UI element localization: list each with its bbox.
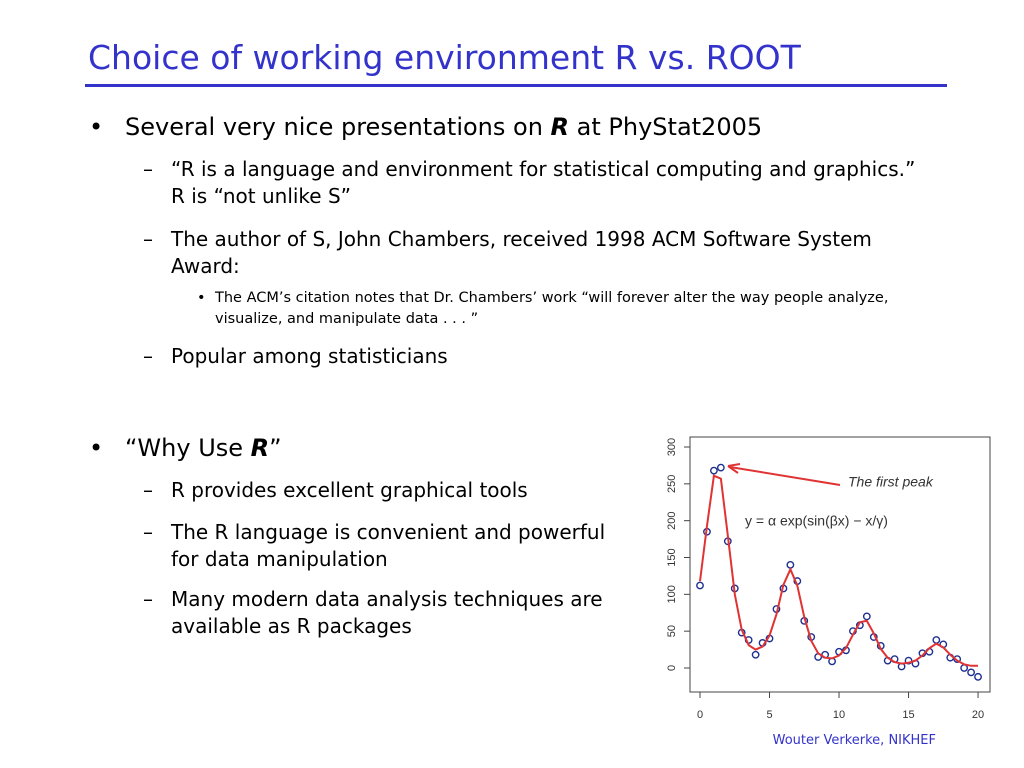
y-tick-label: 300: [666, 438, 678, 456]
x-tick-label: 10: [833, 709, 845, 721]
text-run: R provides excellent graphical tools: [171, 478, 528, 502]
bullet-item: The R language is convenient and powerfu…: [143, 519, 621, 573]
y-tick-label: 200: [666, 511, 678, 529]
bullet-item: Popular among statisticians: [143, 343, 931, 370]
y-tick-label: 100: [666, 585, 678, 603]
emphasis: R: [550, 113, 570, 141]
data-point: [751, 650, 760, 659]
text-run: Popular among statisticians: [171, 344, 448, 368]
text-run: “R is a language and environment for sta…: [171, 157, 916, 208]
fit-curve: [699, 474, 978, 667]
data-point: [967, 668, 975, 677]
slide-title: Choice of working environment R vs. ROOT: [88, 38, 801, 77]
bullet-item: R provides excellent graphical tools: [143, 477, 621, 504]
data-point: [932, 636, 941, 644]
text-run: The ACM’s citation notes that Dr. Chambe…: [215, 290, 889, 327]
text-run: at PhyStat2005: [569, 113, 763, 141]
text-run: “Why Use: [125, 434, 251, 462]
arrow-head: [727, 463, 741, 474]
text-run: The R language is convenient and powerfu…: [171, 520, 606, 571]
x-tick-label: 20: [972, 709, 984, 721]
y-tick-label: 50: [666, 625, 678, 637]
bullet-item: “R is a language and environment for sta…: [143, 156, 931, 210]
annotation: The first peak: [848, 474, 934, 490]
formula: y = α exp(sin(βx) − x/γ): [745, 513, 888, 529]
x-tick-label: 15: [902, 709, 914, 721]
text-run: ”: [269, 434, 282, 462]
bullet-item: The author of S, John Chambers, received…: [143, 226, 931, 280]
text-run: The author of S, John Chambers, received…: [171, 227, 872, 278]
bullet-item: Many modern data analysis techniques are…: [143, 586, 621, 640]
emphasis: R: [250, 434, 270, 462]
y-tick-label: 0: [666, 665, 678, 671]
data-point: [862, 612, 871, 621]
annotation-arrow: [729, 466, 841, 486]
footer: Wouter Verkerke, NIKHEF: [772, 733, 936, 748]
text-run: Many modern data analysis techniques are…: [171, 587, 603, 638]
bullet-item: “Why Use R”: [89, 433, 945, 463]
x-tick-label: 0: [697, 709, 703, 721]
data-point: [974, 672, 982, 681]
chart: 0 50 100 150 200 250 300 0 5 10 15 20 The first peak…: [666, 436, 991, 721]
text-run: Several very nice presentations on: [125, 113, 551, 141]
bullet-item: Several very nice presentations on R at …: [89, 112, 945, 142]
data-point: [904, 656, 913, 665]
x-tick-label: 5: [766, 709, 772, 721]
data-point: [716, 463, 725, 472]
title-rule: [85, 84, 947, 87]
bullet-item: The ACM’s citation notes that Dr. Chambe…: [197, 288, 955, 330]
y-tick-label: 150: [666, 548, 678, 566]
data-point: [710, 466, 718, 475]
data-point: [696, 581, 704, 590]
plot-frame: [689, 436, 991, 693]
y-tick-label: 250: [666, 475, 678, 493]
